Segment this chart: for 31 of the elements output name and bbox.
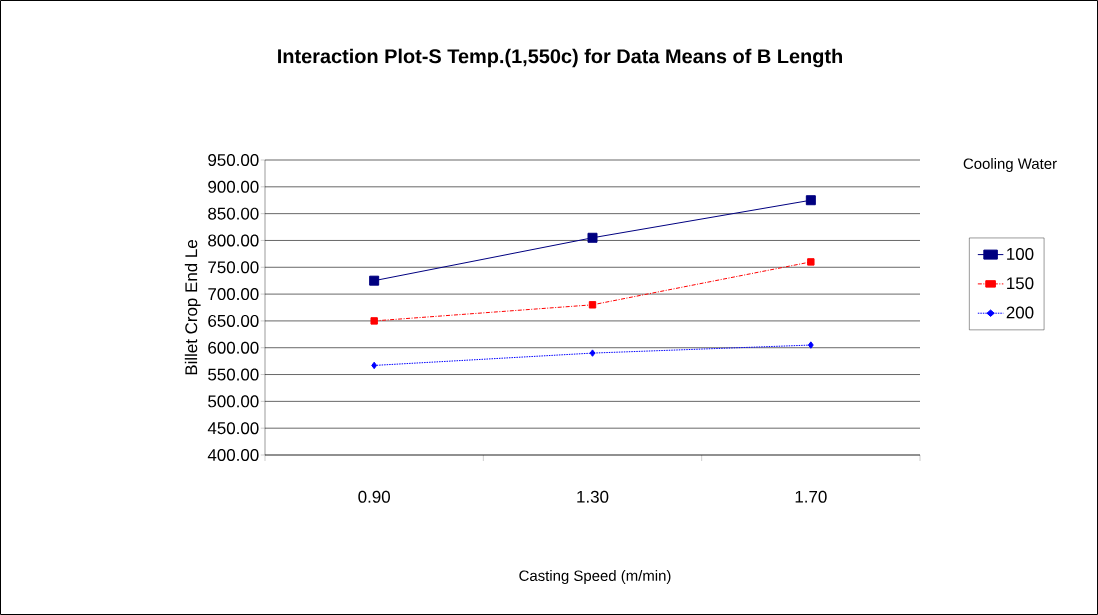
point	[589, 349, 596, 357]
point	[587, 232, 598, 243]
legend-label: 100	[1007, 247, 1034, 260]
y-tick-label: 850.00	[208, 207, 259, 220]
y-tick-label: 650.00	[208, 314, 259, 327]
x-axis-title: Casting Speed (m/min)	[519, 570, 671, 584]
y-tick-label: 950.00	[208, 154, 259, 166]
point	[807, 341, 814, 349]
y-axis-title: Billet Crop End Le	[184, 240, 201, 375]
x-tick-label: 1.70	[795, 490, 827, 503]
y-tick-label: 750.00	[208, 261, 259, 274]
chart-title: Interaction Plot-S Temp.(1,550c) for Data Means of B Length	[278, 48, 842, 68]
y-tick-label: 450.00	[207, 422, 259, 435]
point	[370, 317, 378, 325]
point	[588, 301, 597, 309]
point	[369, 275, 380, 286]
y-tick-label: 700.00	[208, 288, 259, 301]
point	[807, 258, 815, 266]
y-tick-label: 500.00	[208, 395, 259, 408]
legend-label: 150	[1007, 277, 1034, 290]
y-tick-label: 400.00	[207, 449, 259, 461]
y-tick-label: 550.00	[208, 368, 259, 381]
y-tick-label: 800.00	[208, 234, 259, 247]
x-tick-label: 1.30	[577, 490, 609, 503]
y-tick-label: 600.00	[208, 341, 259, 354]
point	[371, 361, 378, 370]
legend-label: 200	[1006, 306, 1034, 319]
y-tick-label: 900.00	[208, 180, 259, 193]
point	[805, 195, 816, 206]
x-tick-label: 0.90	[358, 490, 390, 503]
legend-title: Cooling Water	[963, 158, 1057, 172]
